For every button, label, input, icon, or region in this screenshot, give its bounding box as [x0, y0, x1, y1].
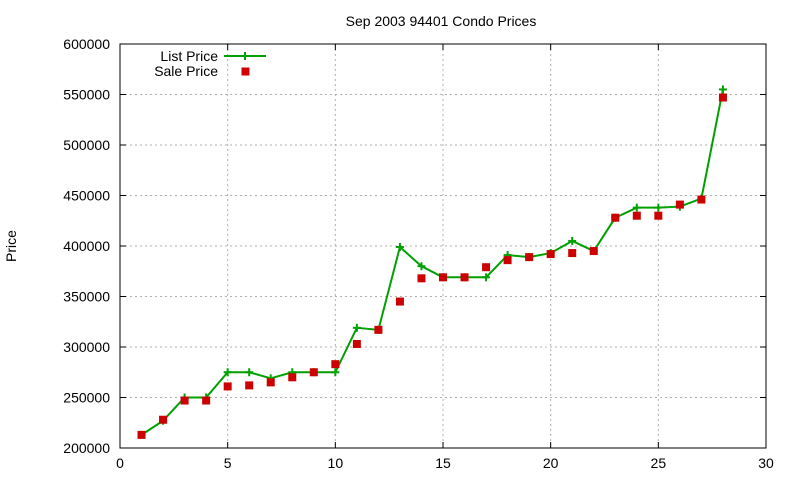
x-tick-label: 20: [543, 455, 559, 471]
sale-price-point: [331, 360, 340, 369]
sale-price-point: [482, 263, 491, 272]
sale-price-point: [309, 368, 318, 377]
sale-price-point: [352, 339, 361, 348]
list-price-point: [417, 262, 426, 271]
grid: [120, 44, 766, 448]
y-tick-label: 600000: [63, 36, 110, 52]
sale-price-point: [159, 415, 168, 424]
sale-price-point: [697, 195, 706, 204]
list-price-point: [395, 243, 404, 252]
y-tick-label: 450000: [63, 188, 110, 204]
sale-price-point: [675, 200, 684, 209]
list-price-point: [482, 273, 491, 282]
x-tick-label: 30: [758, 455, 774, 471]
list-price-point: [352, 323, 361, 332]
x-tick-label: 25: [651, 455, 667, 471]
y-axis-label: Price: [3, 230, 19, 262]
sale-price-point: [202, 396, 211, 405]
sale-price-point: [632, 211, 641, 220]
sale-price-point: [245, 381, 254, 390]
sale-price-point: [525, 253, 534, 262]
sale-price-point: [417, 274, 426, 283]
legend-list-price-marker: [241, 52, 249, 60]
sale-price-point: [374, 325, 383, 334]
x-tick-label: 0: [116, 455, 124, 471]
legend-list-price-cross: [241, 52, 249, 60]
legend: List Price Sale Price: [154, 48, 266, 79]
y-tick-label: 500000: [63, 137, 110, 153]
list-price-point: [245, 368, 254, 377]
list-price-line: [140, 89, 724, 436]
legend-label-sale-price: Sale Price: [154, 63, 218, 79]
list-price-point: [331, 368, 340, 377]
x-tick-label: 10: [328, 455, 344, 471]
sale-price-point: [288, 373, 297, 382]
sale-price-point: [718, 93, 727, 102]
list-price-point: [568, 236, 577, 245]
sale-price-point: [137, 430, 146, 439]
list-price-point: [223, 368, 232, 377]
sale-price-point: [460, 273, 469, 282]
sale-price-point: [266, 378, 275, 387]
sale-price-point: [503, 256, 512, 265]
y-tick-label: 550000: [63, 87, 110, 103]
y-tick-label: 250000: [63, 390, 110, 406]
y-tick-label: 350000: [63, 289, 110, 305]
list-price-point: [654, 203, 663, 212]
chart-title: Sep 2003 94401 Condo Prices: [346, 13, 537, 29]
sale-price-point: [180, 396, 189, 405]
sale-price-point: [589, 247, 598, 256]
sale-price-point: [439, 273, 447, 282]
sale-price-point: [223, 382, 232, 391]
sale-price-point: [395, 297, 404, 306]
sale-price-point: [546, 250, 555, 259]
sale-price-point: [654, 211, 663, 220]
list-price-point: [632, 203, 641, 212]
x-tick-label: 15: [435, 455, 451, 471]
data-series: [137, 85, 727, 439]
y-tick-label: 400000: [63, 238, 110, 254]
sale-price-point: [568, 249, 577, 258]
x-tick-label: 5: [224, 455, 232, 471]
legend-label-list-price: List Price: [160, 48, 218, 64]
list-price-point: [718, 85, 727, 94]
legend-sale-price-marker: [241, 67, 250, 76]
y-tick-label: 200000: [63, 440, 110, 456]
y-tick-label: 300000: [63, 339, 110, 355]
axis-ticks: 0 5 10 15 20 25 30 200000 250000 300000 350000 4000…: [63, 36, 774, 471]
sale-price-point: [611, 213, 620, 222]
